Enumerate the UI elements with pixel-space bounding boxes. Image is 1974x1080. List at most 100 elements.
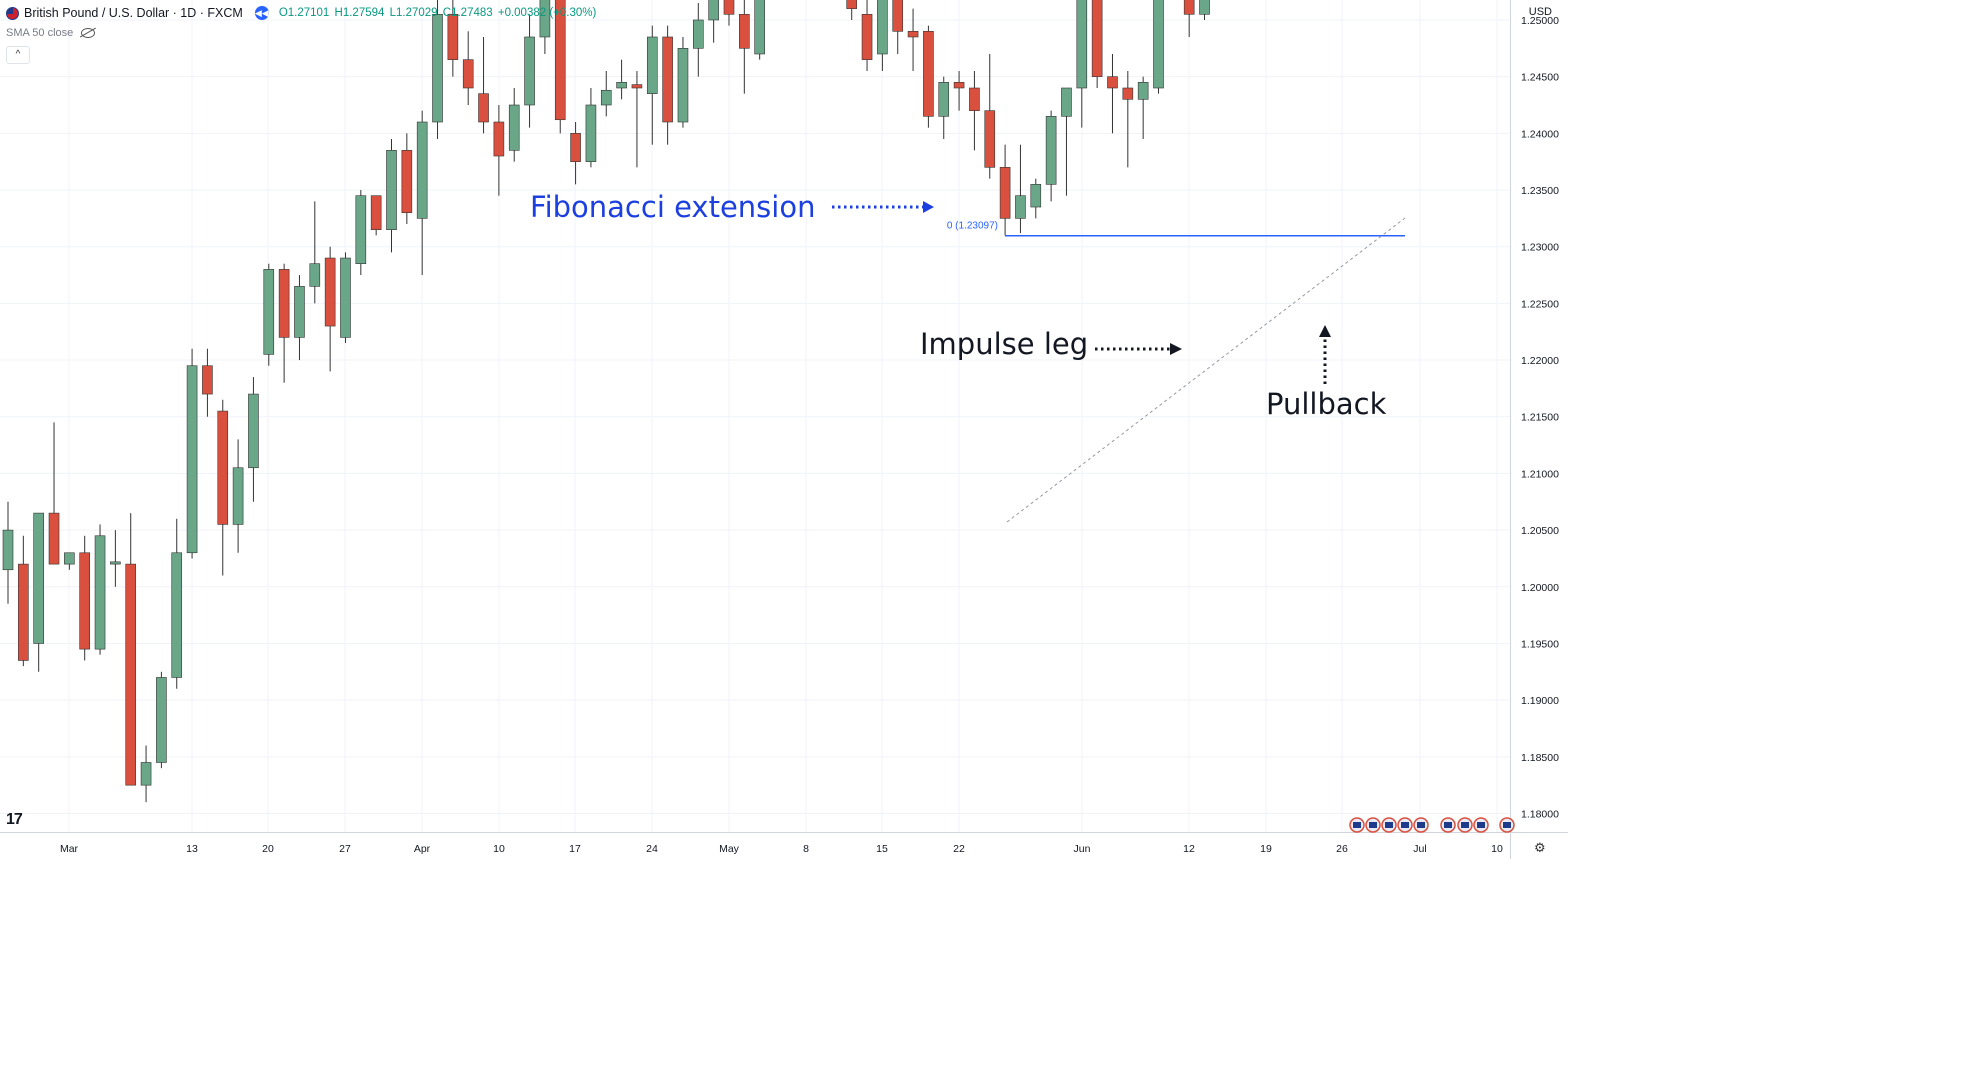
candle[interactable] (508, 87, 520, 162)
candle[interactable] (248, 377, 259, 502)
candle[interactable] (1030, 178, 1042, 219)
candle[interactable] (739, 0, 750, 94)
candle[interactable] (907, 8, 919, 71)
candle[interactable] (94, 524, 106, 655)
candle[interactable] (662, 25, 673, 145)
candle[interactable] (156, 671, 167, 769)
candle[interactable] (309, 201, 321, 304)
indicator-legend[interactable]: SMA 50 close (6, 27, 96, 39)
candle-body (94, 535, 106, 650)
candle[interactable] (2, 501, 14, 604)
candle-body (969, 87, 980, 111)
candle[interactable] (631, 70, 643, 168)
candle[interactable] (524, 14, 535, 128)
candle[interactable] (1153, 0, 1164, 94)
candle[interactable] (79, 535, 90, 661)
candle[interactable] (1076, 0, 1088, 128)
candle[interactable] (171, 518, 183, 689)
candle[interactable] (462, 31, 474, 105)
candle[interactable] (984, 53, 996, 179)
candle-body (1076, 0, 1088, 89)
candle-body (18, 563, 29, 661)
price-chart[interactable]: 1.618 (1.31842)1.236 (1.29777)1 (1.28501… (0, 0, 1568, 859)
candle[interactable] (324, 246, 336, 372)
candle[interactable] (877, 0, 888, 71)
candle[interactable] (539, 0, 551, 54)
collapse-legend-button[interactable]: ^ (6, 46, 30, 64)
candle[interactable] (110, 530, 121, 587)
candle[interactable] (892, 0, 904, 54)
candle[interactable] (125, 513, 137, 786)
candle[interactable] (677, 36, 689, 128)
tradingview-logo-icon[interactable]: 17 (6, 811, 23, 828)
replay-icon[interactable]: ◀◀ (254, 6, 269, 20)
candle[interactable] (18, 535, 29, 667)
candle[interactable] (1199, 0, 1210, 20)
candle[interactable] (616, 59, 627, 100)
candle[interactable] (202, 348, 213, 417)
candle[interactable] (217, 399, 229, 576)
candle[interactable] (585, 87, 597, 168)
candle[interactable] (493, 105, 505, 196)
candle[interactable] (570, 122, 581, 185)
candle[interactable] (447, 0, 459, 77)
candle[interactable] (370, 195, 382, 236)
candle[interactable] (600, 70, 612, 117)
candle[interactable] (386, 139, 397, 253)
candle[interactable] (1091, 0, 1103, 88)
candle-body (923, 31, 934, 117)
candle[interactable] (708, 0, 719, 43)
candle[interactable] (999, 144, 1011, 236)
candle[interactable] (1061, 87, 1072, 196)
candle[interactable] (953, 70, 965, 111)
candle[interactable] (355, 190, 367, 276)
candle[interactable] (232, 439, 244, 553)
candle[interactable] (48, 422, 60, 565)
candle-body (401, 150, 413, 213)
candle[interactable] (432, 0, 443, 140)
candle[interactable] (186, 348, 198, 559)
candle[interactable] (938, 76, 950, 140)
candle[interactable] (554, 0, 566, 134)
candle[interactable] (1045, 110, 1057, 202)
candle[interactable] (401, 133, 413, 225)
candle[interactable] (340, 252, 351, 344)
gear-icon[interactable]: ⚙ (1534, 840, 1546, 855)
date-tick-label: 12 (1183, 843, 1195, 855)
candle[interactable] (1122, 70, 1134, 168)
candle[interactable] (923, 25, 934, 128)
symbol-title[interactable]: British Pound / U.S. Dollar · 1D · FXCM (24, 6, 243, 20)
candle[interactable] (278, 263, 290, 383)
candle-body (892, 0, 904, 32)
candle[interactable] (646, 25, 658, 145)
candle[interactable] (754, 0, 765, 60)
date-tick-label: 8 (803, 843, 809, 855)
date-tick-label: 24 (646, 843, 658, 855)
candle[interactable] (140, 745, 152, 803)
candle-body (156, 677, 167, 763)
candle[interactable] (64, 552, 75, 570)
candle[interactable] (1183, 0, 1195, 37)
candle[interactable] (1137, 76, 1149, 140)
candle[interactable] (861, 0, 873, 71)
date-tick-label: 10 (1491, 843, 1503, 855)
candle-body (723, 0, 735, 15)
candle-body (984, 110, 996, 168)
date-tick-label: 20 (262, 843, 274, 855)
candle[interactable] (846, 0, 858, 20)
eye-hidden-icon[interactable] (81, 28, 96, 38)
candle[interactable] (969, 70, 980, 151)
candle[interactable] (1107, 53, 1118, 134)
candle[interactable] (478, 36, 489, 134)
candle-body (539, 0, 551, 38)
candle[interactable] (723, 0, 735, 26)
candle[interactable] (416, 110, 428, 276)
candle[interactable] (294, 275, 305, 361)
currency-label[interactable]: USD (1528, 6, 1552, 18)
date-tick-label: 19 (1260, 843, 1272, 855)
candle[interactable] (1015, 144, 1026, 234)
price-tick-label: 1.23500 (1521, 185, 1559, 197)
candle[interactable] (263, 263, 275, 366)
candle[interactable] (692, 2, 704, 77)
candle[interactable] (33, 512, 44, 672)
